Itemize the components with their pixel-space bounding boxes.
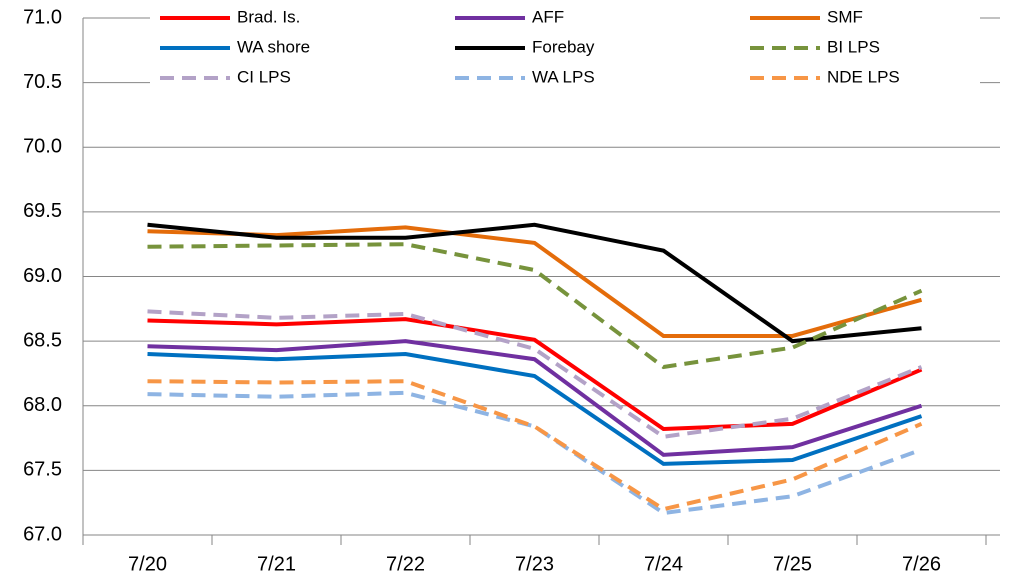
x-tick-label: 7/20 [128,553,167,575]
y-tick-label: 67.5 [23,459,62,481]
y-tick-label: 70.5 [23,71,62,93]
x-tick-label: 7/26 [902,553,941,575]
legend-label: AFF [532,7,564,26]
legend-label: NDE LPS [827,67,900,86]
y-tick-label: 71.0 [23,6,62,28]
legend-label: SMF [827,7,863,26]
y-tick-label: 69.0 [23,265,62,287]
series-line [147,225,923,338]
series-line [147,222,922,344]
legend-label: BI LPS [827,37,880,56]
y-tick-label: 70.0 [23,136,62,158]
x-tick-label: 7/22 [386,553,425,575]
y-tick-label: 68.0 [23,394,62,416]
legend-label: Forebay [532,37,595,56]
series-line [147,352,923,466]
x-tick-label: 7/24 [644,553,683,575]
y-tick-label: 68.5 [23,329,62,351]
x-tick-label: 7/25 [773,553,812,575]
x-tick-label: 7/23 [515,553,554,575]
x-tick-label: 7/21 [257,553,296,575]
legend-label: WA LPS [532,67,595,86]
legend-label: Brad. Is. [237,7,300,26]
series-line [147,317,923,432]
y-tick-label: 67.0 [23,523,62,545]
legend: Brad. Is. AFF SMF WA shore Forebay BI LPS CI L… [150,4,980,96]
legend-label: WA shore [237,37,310,56]
legend-label: CI LPS [237,67,291,86]
series-line [147,339,923,457]
y-tick-label: 69.5 [23,200,62,222]
series-line [147,390,923,516]
legend-background [150,4,980,96]
